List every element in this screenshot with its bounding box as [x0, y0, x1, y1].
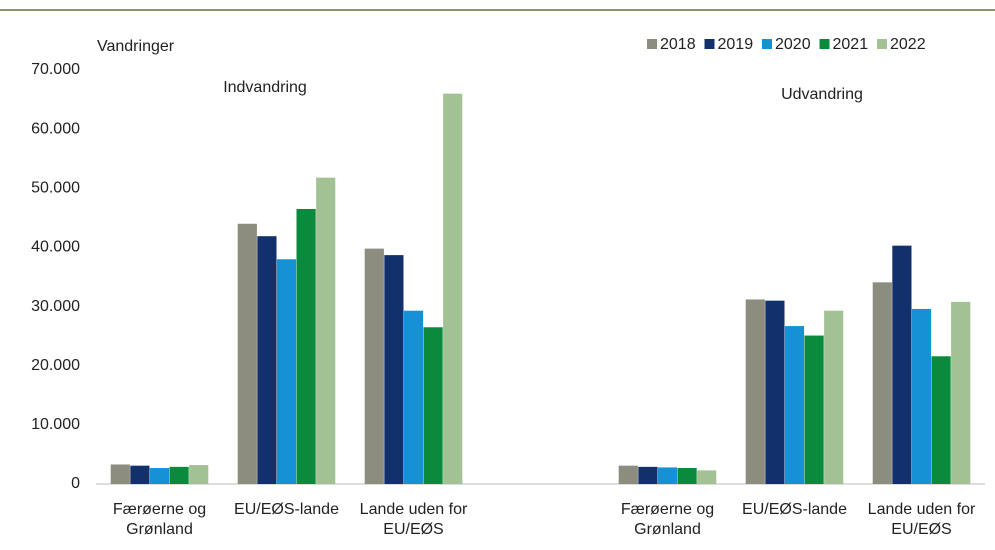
legend-label: 2022: [890, 36, 926, 53]
bar: [745, 299, 765, 484]
legend-swatch: [762, 39, 772, 49]
bar: [638, 466, 658, 484]
y-tick-label: 10.000: [31, 416, 80, 433]
y-tick-label: 20.000: [31, 357, 80, 374]
bar: [677, 468, 697, 484]
legend-label: 2020: [775, 36, 811, 53]
annotation: Udvandring: [781, 86, 863, 103]
bar: [149, 468, 170, 484]
legend-label: 2019: [718, 36, 754, 53]
bar: [784, 326, 805, 484]
bar: [403, 310, 424, 484]
x-tick-label: EU/EØS-lande: [234, 501, 339, 518]
bar: [931, 356, 951, 484]
bar: [130, 465, 150, 484]
bar: [364, 248, 384, 484]
x-tick-label: Lande uden for EU/EØS: [359, 501, 468, 538]
annotation: Indvandring: [223, 79, 307, 96]
bar: [276, 259, 297, 484]
bar: [824, 310, 844, 484]
bar: [911, 308, 932, 484]
bar: [423, 327, 443, 484]
bar: [189, 465, 209, 484]
x-tick-label: Færøerne og Grønland: [620, 501, 715, 538]
legend-swatch: [704, 39, 715, 49]
bar: [257, 236, 277, 484]
x-tick-label: Færøerne og Grønland: [112, 501, 207, 538]
legend-label: 2021: [833, 36, 869, 53]
legend-swatch: [647, 39, 657, 49]
legend-label: 2018: [660, 36, 696, 53]
y-tick-label: 70.000: [31, 61, 80, 78]
bar: [316, 177, 336, 484]
y-tick-label: 30.000: [31, 298, 80, 315]
x-tick-label: EU/EØS-lande: [742, 501, 847, 518]
bar: [804, 335, 824, 484]
bar: [169, 466, 189, 484]
bar: [951, 301, 971, 484]
bar: [765, 300, 785, 484]
bar: [384, 255, 404, 484]
bar: [892, 245, 912, 484]
bar: [657, 467, 678, 484]
y-axis-label: Vandringer: [97, 38, 175, 55]
x-tick-label: Lande uden for EU/EØS: [867, 501, 976, 538]
bar: [443, 93, 463, 485]
bar: [296, 208, 316, 484]
bar: [237, 223, 257, 484]
y-tick-label: 60.000: [31, 120, 80, 137]
bar: [618, 465, 638, 484]
legend-swatch: [819, 39, 830, 49]
y-tick-label: 50.000: [31, 180, 80, 197]
bar: [110, 464, 130, 484]
bar: [697, 470, 717, 484]
bar: [872, 282, 892, 484]
y-tick-label: 40.000: [31, 239, 80, 256]
y-tick-label: 0: [71, 475, 80, 492]
legend-swatch: [877, 39, 887, 49]
